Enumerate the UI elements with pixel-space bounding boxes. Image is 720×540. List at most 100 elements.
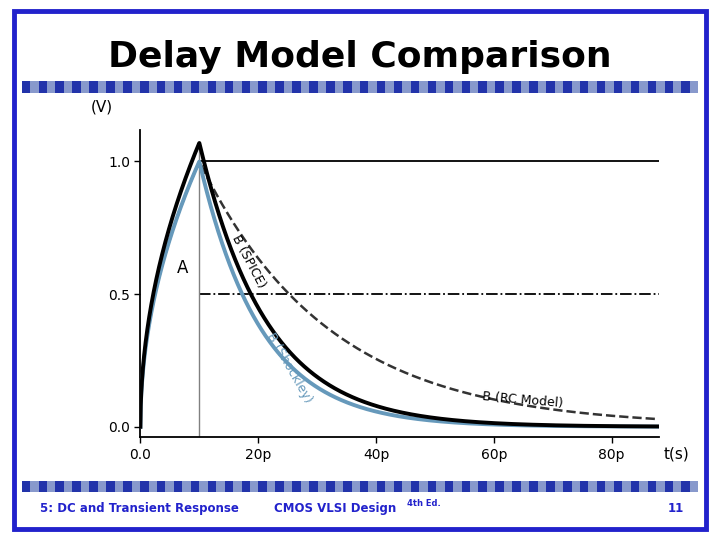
Bar <box>521 81 529 93</box>
Bar <box>563 81 572 93</box>
Bar <box>690 481 698 492</box>
Bar <box>30 481 39 492</box>
Bar <box>182 81 191 93</box>
Bar <box>107 481 114 492</box>
Bar <box>622 81 631 93</box>
Bar <box>462 81 470 93</box>
Bar <box>588 481 597 492</box>
Bar <box>55 81 64 93</box>
Bar <box>495 81 504 93</box>
Bar <box>89 81 98 93</box>
Bar <box>436 481 445 492</box>
Bar <box>267 481 275 492</box>
Bar <box>360 81 369 93</box>
Bar <box>572 481 580 492</box>
Text: (V): (V) <box>91 99 112 114</box>
Bar <box>207 81 216 93</box>
Bar <box>47 81 55 93</box>
Bar <box>242 81 250 93</box>
Bar <box>22 481 30 492</box>
Bar <box>487 81 495 93</box>
Bar <box>335 481 343 492</box>
Text: B (SPICE): B (SPICE) <box>229 233 268 290</box>
Bar <box>225 481 233 492</box>
Bar <box>369 81 377 93</box>
Bar <box>191 481 199 492</box>
Bar <box>487 481 495 492</box>
Bar <box>148 481 157 492</box>
Text: CMOS VLSI Design: CMOS VLSI Design <box>274 502 396 515</box>
Bar <box>81 481 89 492</box>
Bar <box>81 81 89 93</box>
Bar <box>656 81 665 93</box>
Bar <box>606 81 614 93</box>
Bar <box>538 481 546 492</box>
Bar <box>572 81 580 93</box>
Bar <box>157 81 166 93</box>
Bar <box>690 81 698 93</box>
Bar <box>521 481 529 492</box>
Bar <box>284 81 292 93</box>
Bar <box>614 481 622 492</box>
Bar <box>648 481 656 492</box>
Bar <box>326 81 335 93</box>
Bar <box>166 81 174 93</box>
Bar <box>30 81 39 93</box>
Bar <box>428 81 436 93</box>
Bar <box>191 81 199 93</box>
Bar <box>665 81 673 93</box>
Bar <box>207 481 216 492</box>
Bar <box>504 481 513 492</box>
Bar <box>166 481 174 492</box>
Bar <box>55 481 64 492</box>
Bar <box>47 481 55 492</box>
Bar <box>588 81 597 93</box>
Bar <box>639 81 648 93</box>
Bar <box>258 481 267 492</box>
Text: B (Shockley): B (Shockley) <box>264 330 315 406</box>
Bar <box>132 481 140 492</box>
Bar <box>453 81 462 93</box>
Bar <box>148 81 157 93</box>
Bar <box>385 481 394 492</box>
Bar <box>39 481 47 492</box>
Bar <box>495 481 504 492</box>
Bar <box>597 481 606 492</box>
Bar <box>98 481 107 492</box>
Bar <box>310 81 318 93</box>
Bar <box>343 481 351 492</box>
Bar <box>410 481 419 492</box>
Bar <box>622 481 631 492</box>
Bar <box>233 481 241 492</box>
Bar <box>225 81 233 93</box>
Bar <box>639 481 648 492</box>
Bar <box>174 81 182 93</box>
Bar <box>656 481 665 492</box>
Bar <box>39 81 47 93</box>
Bar <box>665 481 673 492</box>
Bar <box>428 481 436 492</box>
Text: t(s): t(s) <box>664 447 690 462</box>
Bar <box>369 481 377 492</box>
Bar <box>351 81 360 93</box>
Text: 11: 11 <box>667 502 684 515</box>
Bar <box>648 81 656 93</box>
Bar <box>631 481 639 492</box>
Bar <box>335 81 343 93</box>
Bar <box>250 81 258 93</box>
Bar <box>98 81 107 93</box>
Bar <box>174 481 182 492</box>
Bar <box>157 481 166 492</box>
Bar <box>216 81 225 93</box>
Bar <box>673 81 682 93</box>
Bar <box>673 481 682 492</box>
Bar <box>385 81 394 93</box>
Bar <box>394 81 402 93</box>
Bar <box>419 81 428 93</box>
Bar <box>64 481 72 492</box>
Bar <box>462 481 470 492</box>
Bar <box>182 481 191 492</box>
Text: Delay Model Comparison: Delay Model Comparison <box>108 40 612 73</box>
Bar <box>419 481 428 492</box>
Bar <box>445 481 453 492</box>
